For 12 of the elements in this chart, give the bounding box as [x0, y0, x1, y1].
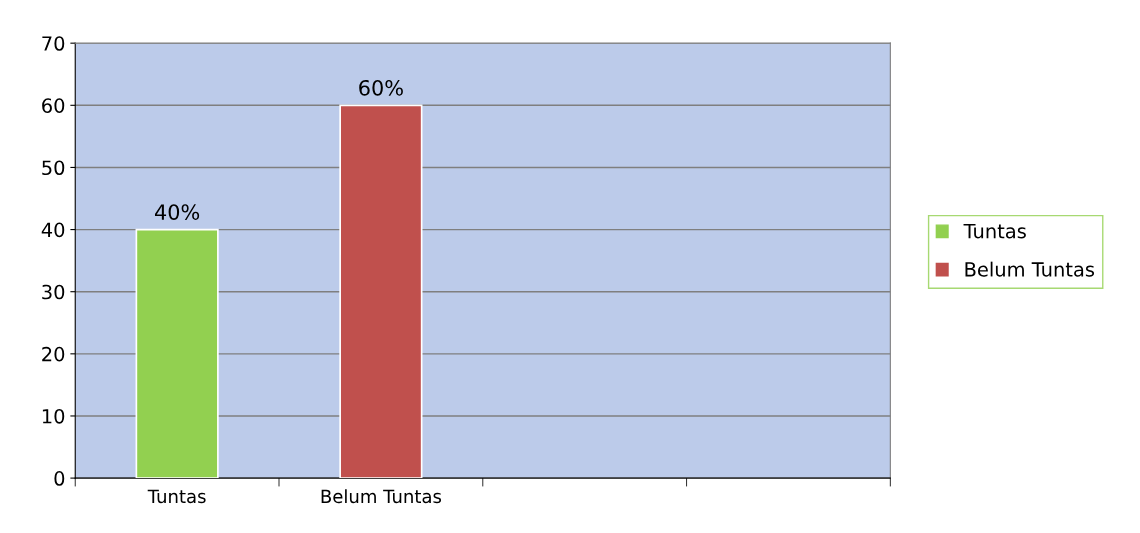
y-tick-label: 20 [42, 346, 65, 362]
y-tick-label: 60 [42, 98, 65, 113]
legend-label: Belum Tuntas [965, 261, 1095, 277]
y-tick-label: 10 [42, 408, 65, 424]
y-tick-label: 50 [42, 160, 65, 176]
data-label: 60% [359, 79, 403, 96]
y-tick-label: 30 [42, 284, 65, 300]
data-label: 40% [154, 204, 200, 220]
legend-label: Tuntas [963, 224, 1026, 239]
y-tick-label: 0 [54, 471, 65, 486]
y-tick-label: 70 [42, 36, 65, 51]
y-tick-label: 40 [41, 222, 65, 238]
